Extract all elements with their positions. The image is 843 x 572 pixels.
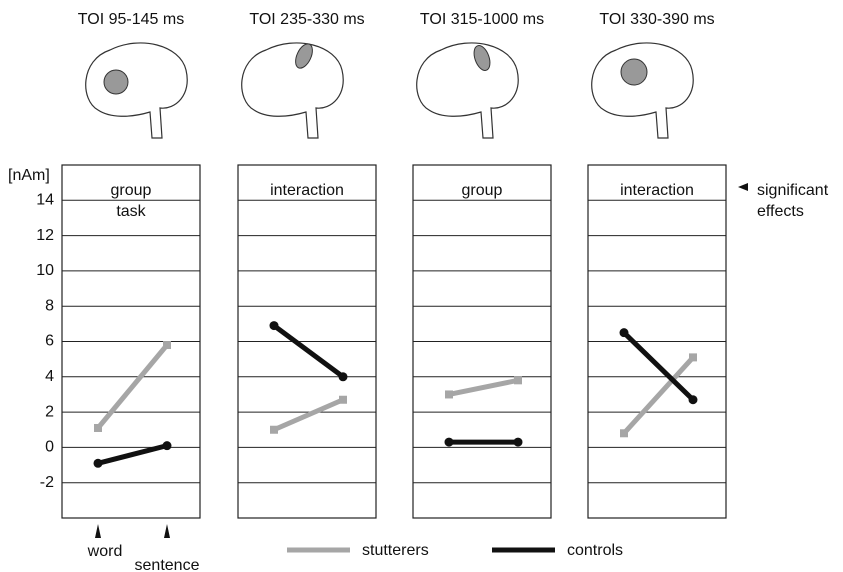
page: [nAm] TOI 95-145 ms -2 0 2 4 6 8 10 12 14 group task…	[0, 0, 843, 572]
y-tick-label: -2	[40, 474, 54, 491]
brains	[86, 43, 694, 138]
panel-title: TOI 95-145 ms	[78, 11, 184, 28]
point	[163, 441, 172, 450]
legend-label: controls	[567, 542, 623, 559]
y-tick-label: 10	[36, 262, 54, 279]
point	[514, 376, 522, 384]
significant-effects-note: significant effects	[757, 180, 835, 222]
series-line	[449, 380, 518, 394]
point	[514, 438, 523, 447]
point	[94, 424, 102, 432]
y-tick-label: 14	[36, 192, 54, 209]
series-line	[98, 446, 167, 464]
effect-label: task	[116, 203, 146, 220]
series-line	[98, 345, 167, 428]
y-tick-label: 6	[45, 333, 54, 350]
point	[163, 341, 171, 349]
y-tick-label: 0	[45, 439, 54, 456]
panel-title: TOI 330-390 ms	[599, 11, 714, 28]
effect-label: group	[111, 182, 152, 199]
panel-title: TOI 315-1000 ms	[420, 11, 544, 28]
y-tick-label: 8	[45, 297, 54, 314]
point	[445, 390, 453, 398]
point	[620, 429, 628, 437]
point	[689, 353, 697, 361]
legend-label: stutterers	[362, 542, 429, 559]
panel-title: TOI 235-330 ms	[249, 11, 364, 28]
point	[339, 372, 348, 381]
point	[339, 396, 347, 404]
y-tick-label: 2	[45, 403, 54, 420]
point	[270, 321, 279, 330]
point	[620, 328, 629, 337]
y-tick-label: 12	[36, 227, 54, 244]
effect-label: group	[462, 182, 503, 199]
effect-label: interaction	[270, 182, 344, 199]
chart: [nAm] TOI 95-145 ms -2 0 2 4 6 8 10 12 14 group task…	[0, 0, 843, 572]
series-line	[274, 326, 343, 377]
series-line	[274, 400, 343, 430]
point	[689, 395, 698, 404]
point	[94, 459, 103, 468]
effect-label: interaction	[620, 182, 694, 199]
point	[445, 438, 454, 447]
y-tick-label: 4	[45, 368, 54, 385]
x-tick-label: word	[87, 543, 123, 560]
x-tick-label: sentence	[135, 557, 200, 572]
y-axis-label: [nAm]	[8, 167, 50, 184]
point	[270, 426, 278, 434]
